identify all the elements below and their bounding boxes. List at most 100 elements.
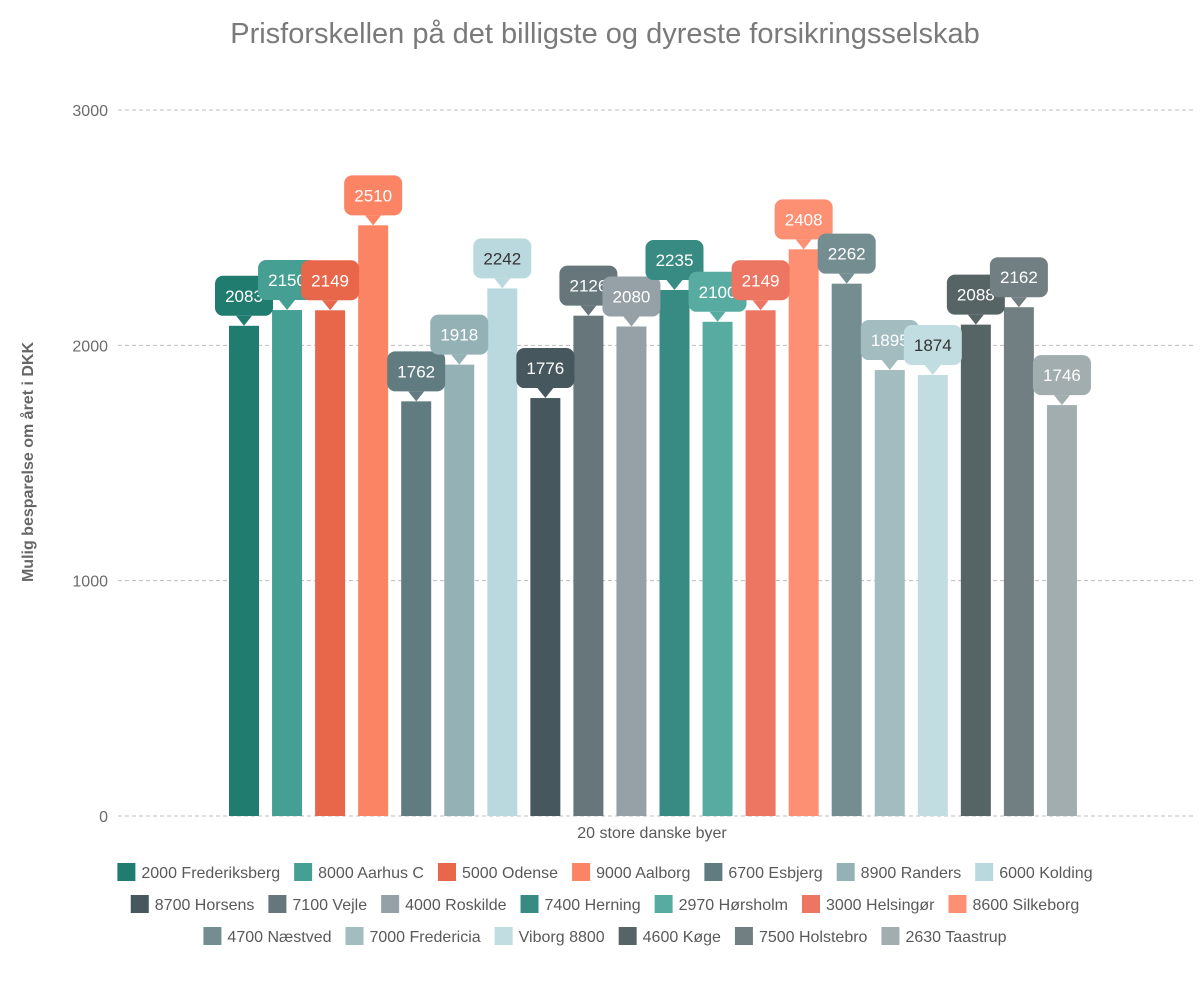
data-label-text: 1746: [1043, 366, 1081, 385]
data-label: 1746: [1032, 355, 1091, 406]
data-label-text: 2162: [1000, 268, 1038, 287]
data-label-text: 1874: [914, 336, 952, 355]
legend-item: 8700 Horsens: [130, 895, 254, 914]
data-label-bubble: [817, 233, 876, 274]
data-label: 1918: [430, 314, 489, 365]
legend-item: 2000 Frederiksberg: [117, 863, 280, 882]
legend-item: 9000 Aalborg: [572, 863, 690, 882]
data-label-bubble: [774, 199, 833, 240]
bar: [831, 283, 862, 816]
data-label-text: 1918: [440, 326, 478, 345]
bar: [487, 288, 518, 816]
legend-label: 4700 Næstved: [227, 929, 331, 946]
legend-item: 7000 Fredericia: [345, 927, 481, 946]
data-label-pointer: [365, 215, 382, 226]
legend-label: 7100 Vejle: [292, 897, 367, 914]
legend-swatch: [294, 863, 313, 881]
data-label-bubble: [602, 276, 661, 317]
data-label-pointer: [666, 280, 683, 291]
bar: [401, 401, 432, 816]
legend-swatch: [836, 863, 855, 881]
legend-label: 9000 Aalborg: [596, 865, 690, 882]
legend-item: 8000 Aarhus C: [294, 863, 424, 882]
data-label: 2080: [602, 276, 661, 327]
legend-label: 8600 Silkeborg: [972, 897, 1079, 914]
data-label-bubble: [473, 238, 532, 279]
legend-swatch: [130, 895, 149, 913]
legend-label: 2000 Frederiksberg: [141, 865, 280, 882]
bar: [788, 249, 819, 817]
legend-item: 6000 Kolding: [975, 863, 1093, 882]
data-label-pointer: [580, 305, 597, 316]
x-axis-label: 20 store danske byer: [577, 825, 727, 842]
data-label-bubble: [903, 324, 962, 365]
data-label-pointer: [881, 360, 898, 371]
bar: [874, 370, 905, 816]
bar: [315, 310, 346, 816]
data-label-bubble: [301, 260, 360, 301]
data-label-text: 2088: [957, 286, 995, 305]
legend-swatch: [520, 895, 539, 913]
legend-item: 7100 Vejle: [268, 895, 367, 914]
data-label: 2149: [301, 260, 360, 311]
y-tick-labels: 0 1000 2000 3000: [72, 103, 108, 826]
data-label-text: 2510: [354, 186, 392, 205]
legend-item: 4700 Næstved: [203, 927, 331, 946]
legend: 2000 Frederiksberg 8000 Aarhus C 5000 Oden…: [117, 863, 1093, 946]
legend-item: 2970 Hørsholm: [654, 895, 788, 914]
bar: [272, 310, 303, 816]
bar: [358, 225, 389, 816]
bars: [229, 225, 1077, 817]
legend-label: 2630 Taastrup: [905, 929, 1006, 946]
bar: [530, 398, 561, 816]
data-label: 2235: [645, 240, 704, 291]
bar: [702, 321, 733, 816]
legend-label: 7400 Herning: [545, 897, 641, 914]
legend-item: Viborg 8800: [494, 927, 605, 946]
data-label-pointer: [1053, 395, 1070, 406]
legend-swatch: [704, 863, 723, 881]
legend-swatch: [734, 927, 753, 945]
y-tick-label: 0: [99, 809, 108, 826]
bar: [659, 290, 690, 816]
bar: [444, 364, 475, 816]
data-label-text: 2408: [785, 210, 823, 229]
data-label-text: 2149: [742, 271, 780, 290]
data-label-text: 1895: [871, 331, 909, 350]
legend-item: 2630 Taastrup: [881, 927, 1007, 946]
legend-label: 4000 Roskilde: [405, 897, 507, 914]
legend-label: 4600 Køge: [643, 929, 721, 946]
legend-label: 6000 Kolding: [999, 865, 1092, 882]
legend-label: 6700 Esbjerg: [728, 865, 822, 882]
legend-swatch: [381, 895, 400, 913]
data-label-text: 2150: [268, 271, 306, 290]
data-label: 2083: [215, 275, 273, 326]
bar: [573, 315, 604, 816]
data-label: 2242: [473, 238, 532, 289]
data-label-pointer: [1010, 297, 1027, 308]
data-label-bubble: [731, 260, 790, 301]
data-label-pointer: [451, 354, 468, 365]
y-axis-label: Mulig besparelse om året i DKK: [19, 342, 37, 583]
legend-item: 4600 Køge: [618, 927, 721, 946]
data-label-text: 2080: [613, 288, 651, 307]
data-label: 2162: [989, 257, 1048, 308]
data-label: 1776: [516, 348, 575, 399]
y-tick-label: 2000: [72, 338, 108, 355]
legend-item: 8900 Randers: [836, 863, 961, 882]
data-label-bubble: [344, 175, 403, 216]
data-label-pointer: [967, 314, 984, 325]
bar: [229, 325, 259, 816]
data-label-text: 2100: [699, 283, 737, 302]
data-label-text: 2235: [656, 251, 694, 270]
legend-label: 5000 Odense: [462, 865, 558, 882]
data-label-pointer: [752, 300, 769, 311]
data-label-bubble: [989, 257, 1048, 298]
legend-item: 8600 Silkeborg: [948, 895, 1079, 914]
data-label-bubble: [516, 348, 575, 389]
data-label-pointer: [408, 391, 425, 402]
legend-item: 5000 Odense: [437, 863, 558, 882]
legend-swatch: [975, 863, 994, 881]
data-label-text: 2126: [569, 277, 607, 296]
